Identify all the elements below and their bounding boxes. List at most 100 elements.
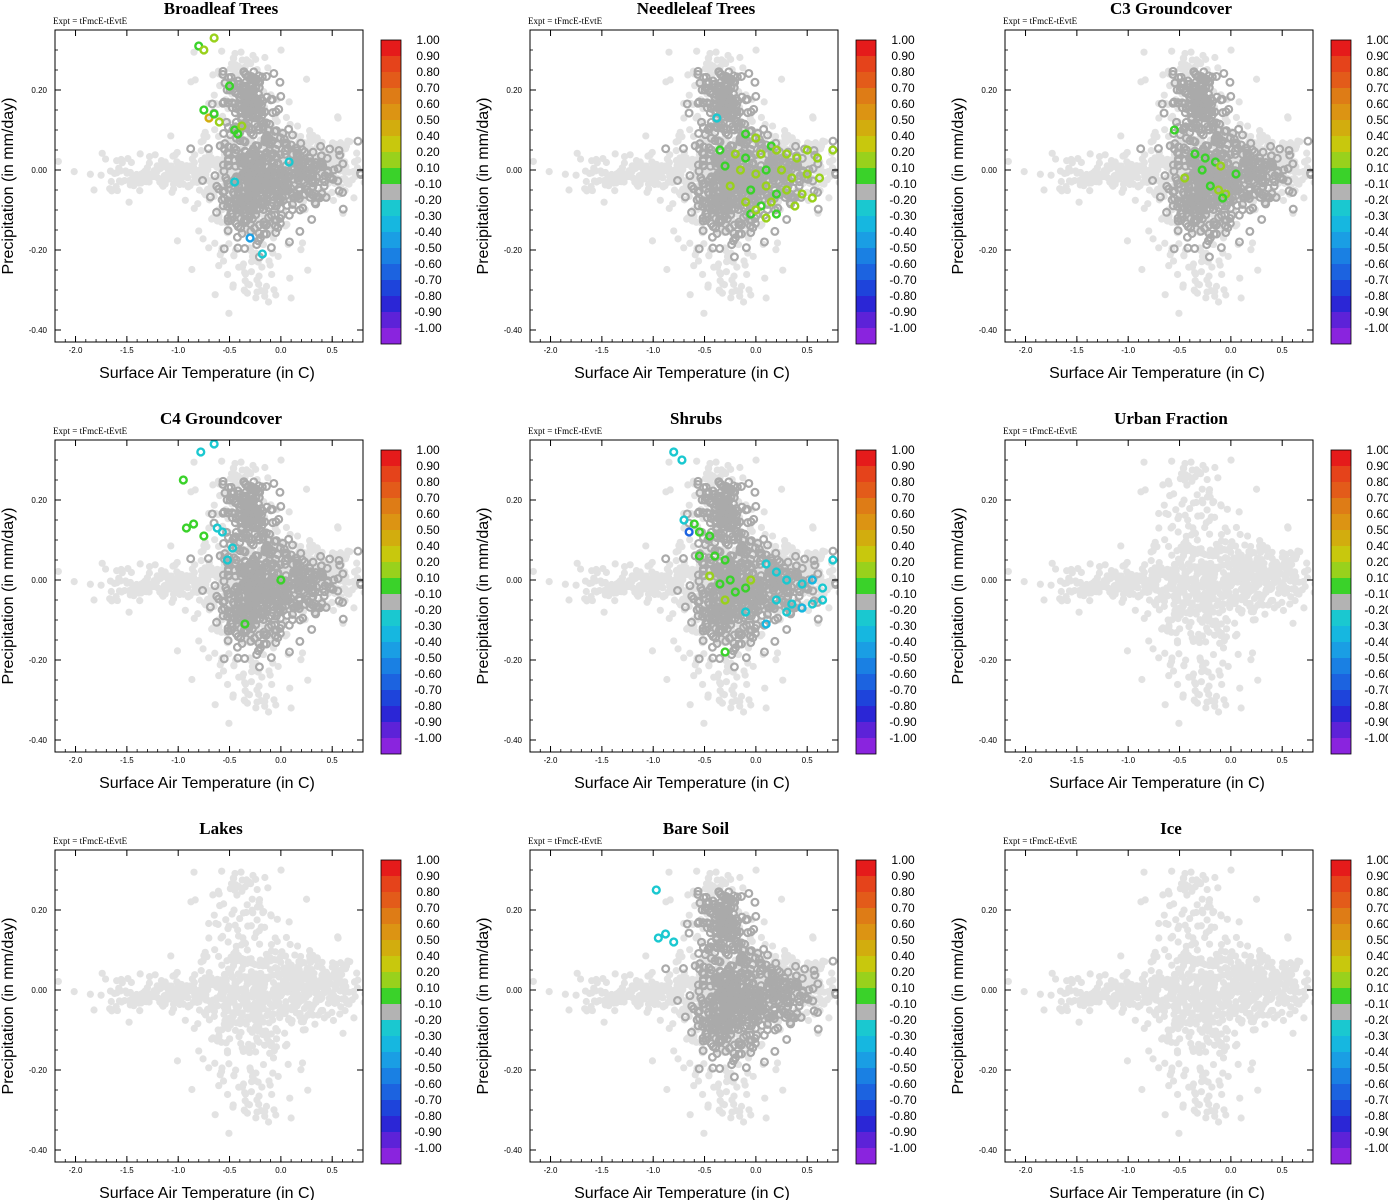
background-point	[617, 167, 625, 175]
background-point	[1020, 168, 1028, 176]
background-point	[670, 227, 678, 235]
background-point	[669, 200, 677, 208]
background-point	[1139, 178, 1147, 186]
active-point	[233, 243, 243, 253]
background-point	[1086, 150, 1094, 158]
background-point	[197, 138, 205, 146]
active-point	[275, 77, 285, 87]
active-point	[719, 109, 729, 119]
background-point	[752, 46, 760, 54]
background-point	[684, 71, 692, 79]
background-point	[188, 163, 196, 172]
background-point	[1243, 122, 1252, 130]
active-point	[746, 228, 756, 238]
colorbar-frame	[855, 39, 877, 345]
background-point	[691, 251, 699, 259]
active-point	[750, 77, 760, 87]
colored-point	[233, 129, 243, 139]
background-point	[1199, 51, 1207, 60]
background-point	[690, 262, 698, 270]
background-point	[245, 58, 253, 66]
background-point	[213, 163, 221, 171]
active-point	[316, 141, 326, 151]
x-axis-label: Surface Air Temperature (in C)	[574, 365, 790, 382]
active-point	[203, 144, 213, 154]
active-point	[273, 140, 283, 150]
x-tick-label: 0.5	[327, 346, 339, 355]
active-point	[271, 228, 281, 238]
background-point	[672, 147, 680, 155]
expt-label: Expt = tFmcE-tEvtE	[53, 16, 128, 26]
active-point	[1219, 68, 1229, 78]
background-point	[101, 155, 110, 163]
active-point	[288, 149, 298, 159]
active-point	[732, 107, 742, 117]
active-point	[698, 226, 708, 236]
background-point	[685, 91, 693, 99]
background-point	[151, 151, 159, 159]
x-tick-label: -1.5	[120, 346, 134, 355]
active-point	[808, 164, 818, 174]
background-point	[741, 261, 749, 269]
background-point	[190, 48, 198, 56]
background-point	[160, 172, 168, 180]
colored-point	[224, 81, 235, 91]
active-point	[770, 226, 780, 236]
x-tick-label: 0.5	[802, 346, 814, 355]
background-point	[127, 158, 135, 167]
background-point	[203, 133, 211, 141]
background-point	[618, 175, 626, 183]
colored-point	[761, 213, 771, 223]
background-point	[298, 239, 307, 247]
active-point	[761, 140, 771, 150]
background-point	[249, 51, 257, 60]
background-point	[1235, 98, 1243, 106]
scatter-points	[1005, 46, 1320, 317]
background-point	[215, 262, 223, 270]
active-point	[333, 176, 343, 186]
background-point	[261, 53, 269, 62]
active-point	[775, 189, 785, 199]
colorbar-label: 0.50	[891, 113, 915, 127]
background-point	[720, 281, 729, 289]
active-point	[223, 98, 233, 108]
background-point	[132, 170, 141, 179]
background-point	[1295, 168, 1303, 176]
active-point	[725, 113, 735, 123]
background-point	[1057, 177, 1065, 186]
active-point	[713, 170, 723, 180]
active-point	[1238, 130, 1248, 140]
background-point	[700, 309, 708, 317]
colored-point	[782, 149, 792, 159]
background-point	[217, 218, 226, 226]
background-point	[1122, 176, 1130, 184]
background-point	[647, 176, 655, 184]
active-point	[734, 219, 744, 229]
background-point	[724, 51, 732, 60]
background-point	[218, 47, 226, 55]
background-point	[211, 291, 219, 299]
active-point	[698, 213, 708, 223]
background-point	[143, 175, 151, 183]
active-point	[732, 72, 742, 82]
active-point	[250, 75, 260, 85]
colorbar-frame	[380, 39, 402, 345]
background-point	[1166, 251, 1174, 259]
background-point	[1216, 261, 1224, 269]
active-point	[316, 151, 326, 161]
active-point	[205, 192, 215, 202]
background-point	[187, 78, 195, 86]
colored-point	[828, 145, 838, 155]
colorbar-swatch	[381, 136, 401, 152]
background-point	[1128, 180, 1136, 188]
active-point	[782, 158, 792, 168]
background-point	[674, 235, 682, 243]
background-point	[757, 113, 766, 122]
background-point	[607, 170, 616, 179]
background-point	[698, 270, 707, 279]
background-point	[1056, 167, 1065, 175]
background-point	[1313, 150, 1320, 157]
active-point	[335, 150, 345, 160]
active-point	[249, 146, 259, 156]
